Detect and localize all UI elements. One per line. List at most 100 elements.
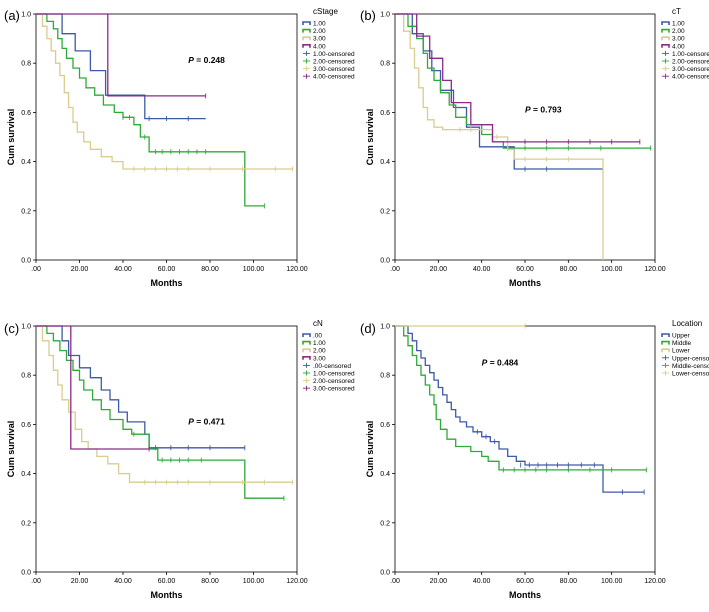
y-tick-label: 0.2 [21, 520, 31, 527]
legend-title: cStage [313, 7, 338, 16]
legend-entry: 4.00 [313, 43, 326, 50]
y-tick-label: 0.2 [380, 208, 390, 215]
p-value-number: = 0.471 [194, 416, 225, 426]
km-curve-1.00 [395, 13, 603, 170]
km-curve-4.00 [395, 13, 640, 143]
legend-entry: 3.00-censored [313, 66, 355, 73]
x-tick-label: 80.00 [560, 578, 578, 585]
y-tick-label: 0.0 [380, 258, 390, 265]
km-curve-4.00 [36, 13, 206, 97]
x-tick-label: 120.00 [644, 578, 666, 585]
legend-swatch [302, 21, 311, 25]
x-tick-label: 100.00 [243, 578, 265, 585]
panel-letter: (b) [360, 8, 376, 23]
km-panel-1: (a) 0.0 0.2 0.4 0.6 0.8 1.0 .00 20.00 40.00 60.00 8… [4, 7, 355, 288]
x-tick-label: 60.00 [158, 266, 176, 273]
y-tick-label: 0.0 [21, 258, 31, 265]
km-curve-2.00 [36, 13, 265, 207]
x-tick-label: 20.00 [71, 578, 89, 585]
x-tick-label: .00 [390, 578, 400, 585]
legend-swatch [302, 356, 311, 360]
legend-swatch [302, 44, 311, 48]
p-value-symbol: P [188, 55, 194, 65]
km-curve-1.00 [36, 13, 206, 120]
legend-swatch [661, 348, 670, 353]
y-axis-title: Cum survival [6, 109, 16, 166]
legend-title: cN [313, 319, 323, 328]
x-tick-label: 80.00 [560, 266, 578, 273]
p-value-annotation: P = 0.484 [482, 357, 519, 367]
x-tick-label: 100.00 [601, 266, 623, 273]
legend-entry: Middle [672, 340, 692, 347]
y-tick-label: 1.0 [21, 324, 31, 331]
panel-letter: (d) [360, 321, 376, 336]
legend-swatch [302, 28, 311, 33]
legend-entry: 2.00-censored [313, 378, 355, 385]
y-tick-label: 0.6 [21, 422, 31, 429]
legend-swatch [661, 21, 670, 25]
legend-swatch [661, 340, 670, 345]
km-curve-2.00 [36, 325, 293, 483]
legend-swatch [302, 348, 311, 353]
p-value-number: = 0.793 [531, 104, 562, 114]
y-axis-title: Cum survival [365, 109, 375, 166]
legend: Location UpperMiddleLowerUpper-censoredMi… [661, 319, 709, 378]
x-axis-title: Months [509, 590, 541, 600]
legend-entry: .00 [313, 333, 322, 340]
legend-entry: 3.00 [313, 355, 326, 362]
legend: cN .001.002.003.00.00-censored1.00-censor… [302, 319, 355, 393]
legend-title: cT [672, 7, 681, 16]
y-tick-label: 0.8 [380, 61, 390, 68]
legend-title: Location [672, 319, 702, 328]
legend-swatch [661, 44, 670, 48]
legend-entry: 2.00 [313, 28, 326, 35]
y-tick-label: 0.6 [380, 110, 390, 117]
y-tick-label: 0.4 [21, 159, 31, 166]
legend-entry: 4.00-censored [313, 74, 355, 81]
x-tick-label: 100.00 [601, 578, 623, 585]
legend-entry: Upper-censored [672, 355, 709, 362]
x-tick-label: .00 [390, 266, 400, 273]
km-curve-Middle [395, 325, 647, 471]
p-value-symbol: P [188, 416, 194, 426]
legend-entry: 2.00-censored [313, 59, 355, 66]
legend-entry: 1.00 [313, 340, 326, 347]
legend-entry: 1.00-censored [313, 371, 355, 378]
y-tick-label: 1.0 [380, 12, 390, 19]
legend-entry: 1.00-censored [672, 51, 709, 58]
y-tick-label: 0.8 [380, 373, 390, 380]
x-tick-label: 20.00 [430, 266, 448, 273]
legend-swatch [661, 28, 670, 33]
km-curve-.00 [36, 325, 245, 449]
legend-entry: 3.00-censored [672, 66, 709, 73]
p-value-annotation: P = 0.248 [188, 55, 225, 65]
x-axis-title: Months [509, 278, 541, 288]
y-tick-label: 0.8 [21, 61, 31, 68]
km-curve-3.00 [36, 325, 150, 450]
x-tick-label: .00 [31, 578, 41, 585]
legend: cStage 1.002.003.004.001.00-censored2.00-… [302, 7, 355, 81]
x-tick-label: 120.00 [286, 578, 308, 585]
legend-entry: 3.00 [313, 36, 326, 43]
x-tick-label: 60.00 [516, 266, 534, 273]
p-value-symbol: P [482, 357, 488, 367]
km-curve-Upper [395, 325, 645, 493]
x-tick-label: 80.00 [201, 578, 219, 585]
km-curve-2.00 [395, 13, 651, 149]
legend-swatch [302, 36, 311, 41]
legend-entry: Lower [672, 348, 691, 355]
p-value-number: = 0.248 [194, 55, 225, 65]
legend-swatch [302, 333, 311, 337]
x-tick-label: 20.00 [430, 578, 448, 585]
y-tick-label: 0.2 [21, 208, 31, 215]
y-tick-label: 0.4 [380, 471, 390, 478]
p-value-symbol: P [525, 104, 531, 114]
legend-entry: 4.00 [672, 43, 685, 50]
x-tick-label: 120.00 [644, 266, 666, 273]
legend-entry: 2.00 [672, 28, 685, 35]
legend-swatch [661, 333, 670, 337]
legend-entry: 1.00-censored [313, 51, 355, 58]
x-axis-title: Months [151, 278, 183, 288]
legend-entry: 4.00-censored [672, 74, 709, 81]
